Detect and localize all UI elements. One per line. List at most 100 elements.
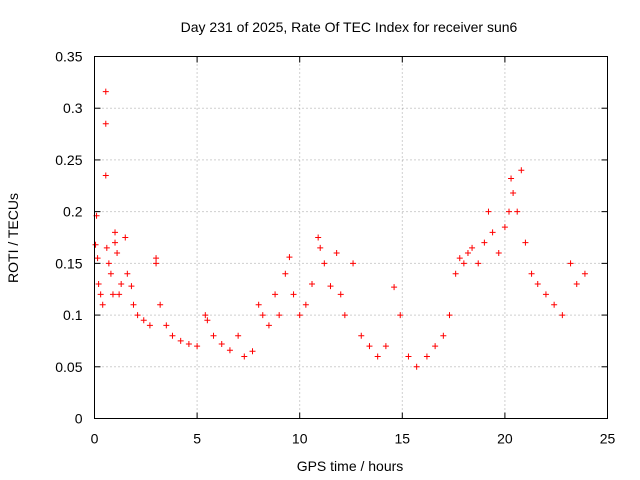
data-point-marker — [333, 250, 340, 257]
data-point-marker — [567, 260, 574, 267]
data-point-marker — [481, 239, 488, 246]
x-axis-title: GPS time / hours — [297, 458, 404, 474]
data-point-marker — [382, 343, 389, 350]
data-point-marker — [185, 341, 192, 348]
data-point-marker — [315, 234, 322, 241]
data-point-marker — [177, 337, 184, 344]
data-point-marker — [506, 208, 513, 215]
data-point-marker — [510, 190, 517, 197]
y-tick-label: 0.1 — [63, 307, 83, 323]
data-points — [92, 88, 588, 370]
data-point-marker — [112, 229, 119, 236]
y-tick-labels: 0 0.05 0.1 0.15 0.2 0.25 0.3 0.35 — [55, 49, 82, 427]
data-point-marker — [337, 291, 344, 298]
data-point-marker — [210, 332, 217, 339]
y-tick-label: 0.3 — [63, 100, 83, 116]
data-point-marker — [475, 260, 482, 267]
x-tick-label: 20 — [497, 431, 513, 447]
data-point-marker — [282, 270, 289, 277]
data-point-marker — [204, 317, 211, 324]
data-point-marker — [452, 270, 459, 277]
data-point-marker — [397, 312, 404, 319]
data-point-marker — [464, 250, 471, 257]
data-point-marker — [508, 175, 515, 182]
data-point-marker — [495, 250, 502, 257]
data-point-marker — [573, 281, 580, 288]
data-point-marker — [485, 208, 492, 215]
data-point-marker — [241, 353, 248, 360]
data-point-marker — [102, 120, 109, 127]
data-point-marker — [105, 260, 112, 267]
data-point-marker — [118, 281, 125, 288]
data-point-marker — [95, 281, 102, 288]
y-tick-label: 0.35 — [55, 49, 82, 65]
data-point-marker — [528, 270, 535, 277]
data-point-marker — [134, 312, 141, 319]
data-point-marker — [432, 343, 439, 350]
data-point-marker — [358, 332, 365, 339]
data-point-marker — [102, 172, 109, 179]
data-point-marker — [534, 281, 541, 288]
data-point-marker — [97, 291, 104, 298]
data-point-marker — [102, 88, 109, 95]
data-point-marker — [514, 208, 521, 215]
data-point-marker — [114, 250, 121, 257]
data-point-marker — [94, 255, 101, 262]
y-tick-label: 0.2 — [63, 204, 83, 220]
data-point-marker — [341, 312, 348, 319]
x-tick-label: 10 — [292, 431, 308, 447]
data-point-marker — [259, 312, 266, 319]
data-point-marker — [374, 353, 381, 360]
data-point-marker — [265, 322, 272, 329]
data-point-marker — [249, 348, 256, 355]
data-point-marker — [109, 291, 116, 298]
data-point-marker — [122, 234, 129, 241]
data-point-marker — [327, 283, 334, 290]
data-point-marker — [405, 353, 412, 360]
axis-ticks — [94, 56, 608, 419]
data-point-marker — [226, 347, 233, 354]
data-point-marker — [413, 363, 420, 370]
data-point-marker — [296, 312, 303, 319]
plot-frame — [94, 56, 608, 419]
data-point-marker — [169, 332, 176, 339]
data-point-marker — [146, 322, 153, 329]
x-tick-label: 25 — [600, 431, 616, 447]
data-point-marker — [153, 260, 160, 267]
data-point-marker — [581, 270, 588, 277]
x-tick-labels: 0 5 10 15 20 25 — [91, 431, 616, 447]
data-point-marker — [460, 260, 467, 267]
data-point-marker — [163, 322, 170, 329]
data-point-marker — [391, 284, 398, 291]
data-point-marker — [309, 281, 316, 288]
data-point-marker — [99, 301, 106, 308]
data-point-marker — [112, 239, 119, 246]
data-point-marker — [140, 317, 147, 324]
data-point-marker — [559, 312, 566, 319]
data-point-marker — [116, 291, 123, 298]
data-point-marker — [321, 260, 328, 267]
x-tick-label: 15 — [395, 431, 411, 447]
data-point-marker — [440, 332, 447, 339]
data-point-marker — [235, 332, 242, 339]
y-tick-label: 0 — [75, 411, 83, 427]
data-point-marker — [501, 224, 508, 231]
data-point-marker — [290, 291, 297, 298]
data-point-marker — [286, 254, 293, 261]
data-point-marker — [128, 283, 135, 290]
data-point-marker — [92, 241, 99, 248]
data-point-marker — [469, 244, 476, 251]
data-point-marker — [194, 343, 201, 350]
data-point-marker — [153, 255, 160, 262]
data-point-marker — [350, 260, 357, 267]
data-point-marker — [103, 244, 110, 251]
data-point-marker — [446, 312, 453, 319]
y-tick-label: 0.15 — [55, 255, 82, 271]
data-point-marker — [366, 343, 373, 350]
data-point-marker — [423, 353, 430, 360]
data-point-marker — [157, 301, 164, 308]
data-point-marker — [522, 239, 529, 246]
y-tick-label: 0.05 — [55, 359, 82, 375]
data-point-marker — [130, 301, 137, 308]
